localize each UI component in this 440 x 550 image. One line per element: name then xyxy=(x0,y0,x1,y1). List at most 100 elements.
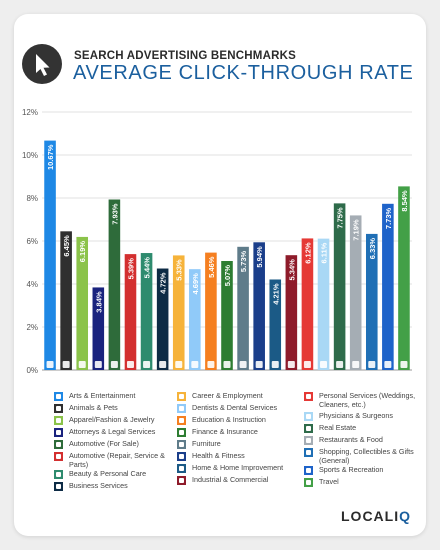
bar xyxy=(172,255,185,370)
physician-icon xyxy=(320,361,328,368)
legend-label: Shopping, Collectibles & Gifts (General) xyxy=(319,447,414,465)
bar-chart: 0% 2% 4% 6% 8% 10% 12% 10.67% 6.45% 6.19% 3.84% 7.9… xyxy=(14,100,426,390)
briefcase-icon xyxy=(159,361,167,368)
legend-icon-glyph xyxy=(179,430,184,435)
bar-value-label: 4.69% xyxy=(191,273,200,295)
legend-item: Restaurants & Food xyxy=(304,435,424,445)
bar xyxy=(301,238,314,370)
gavel-icon xyxy=(54,428,63,437)
home-icon xyxy=(271,361,279,368)
legend-icon-glyph xyxy=(306,414,311,419)
bar-value-label: 4.21% xyxy=(271,283,280,305)
arts-icon xyxy=(46,361,54,368)
legend-label: Industrial & Commercial xyxy=(192,475,269,484)
legend-item: Education & Instruction xyxy=(177,415,295,425)
graduation-icon xyxy=(207,361,215,368)
legend-icon-glyph xyxy=(306,426,311,431)
bar-value-label: 6.12% xyxy=(303,242,312,264)
legend-icon-glyph xyxy=(56,394,61,399)
localiq-logo: LOCALIQ xyxy=(341,508,411,524)
factory-icon xyxy=(177,476,186,485)
bar xyxy=(333,203,346,370)
legend-icon-glyph xyxy=(306,394,311,399)
bar xyxy=(349,215,362,370)
chart-subtitle: SEARCH ADVERTISING BENCHMARKS xyxy=(74,50,296,62)
legend-item: Home & Home Improvement xyxy=(177,463,295,473)
legend-label: Automotive (For Sale) xyxy=(69,439,139,448)
lipstick-icon xyxy=(143,361,151,368)
legend-item: Animals & Pets xyxy=(54,403,172,413)
arts-icon xyxy=(54,392,63,401)
bar xyxy=(237,246,249,370)
legend-icon-glyph xyxy=(56,430,61,435)
legend-item: Beauty & Personal Care xyxy=(54,469,172,479)
bar xyxy=(269,279,282,370)
bar xyxy=(108,199,121,370)
legend-label: Physicians & Surgeons xyxy=(319,411,393,420)
shopping-icon xyxy=(368,361,376,368)
y-tick-label: 12% xyxy=(22,108,38,117)
bar xyxy=(382,203,394,370)
paw-icon xyxy=(62,361,70,368)
bar xyxy=(205,252,217,370)
bar-value-label: 4.72% xyxy=(159,272,168,294)
bar xyxy=(253,242,265,370)
legend-label: Home & Home Improvement xyxy=(192,463,284,472)
legend-icon-glyph xyxy=(179,406,184,411)
bar-value-label: 6.45% xyxy=(62,235,71,257)
legend-item: Industrial & Commercial xyxy=(177,475,295,485)
y-tick-label: 0% xyxy=(26,366,38,375)
legend-label: Apparel/Fashion & Jewelry xyxy=(69,415,155,424)
finance-icon xyxy=(177,428,186,437)
legend-icon-glyph xyxy=(56,442,61,447)
legend-item: Physicians & Surgeons xyxy=(304,411,424,421)
bar-value-label: 5.33% xyxy=(175,259,184,281)
bar-value-label: 7.19% xyxy=(352,219,361,241)
legend-label: Furniture xyxy=(192,439,221,448)
heart-icon xyxy=(177,452,186,461)
finance-icon xyxy=(223,361,231,368)
y-tick-label: 2% xyxy=(26,323,38,332)
legend-label: Education & Instruction xyxy=(192,415,266,424)
legend-label: Automotive (Repair, Service & Parts) xyxy=(69,451,165,469)
y-tick-label: 6% xyxy=(26,237,38,246)
legend-item: Finance & Insurance xyxy=(177,427,295,437)
paw-icon xyxy=(54,404,63,413)
briefcase-icon xyxy=(54,482,63,491)
legend-label: Restaurants & Food xyxy=(319,435,383,444)
legend-item: Real Estate xyxy=(304,423,424,433)
legend-label: Business Services xyxy=(69,481,128,490)
home-icon xyxy=(177,464,186,473)
legend-label: Arts & Entertainment xyxy=(69,391,136,400)
real-estate-icon xyxy=(336,361,344,368)
legend-item: Career & Employment xyxy=(177,391,295,401)
bar-value-label: 5.39% xyxy=(126,258,135,280)
gavel-icon xyxy=(94,361,102,368)
factory-icon xyxy=(287,361,295,368)
bar xyxy=(44,140,56,370)
legend-label: Beauty & Personal Care xyxy=(69,469,147,478)
bar-value-label: 7.73% xyxy=(384,207,393,229)
bar xyxy=(317,238,330,370)
real-estate-icon xyxy=(304,424,313,433)
chart-title: AVERAGE CLICK-THROUGH RATE xyxy=(73,62,414,84)
sports-icon xyxy=(304,466,313,475)
legend-icon-glyph xyxy=(306,438,311,443)
bar xyxy=(92,287,105,370)
wrench-icon xyxy=(126,361,134,368)
car-icon xyxy=(110,361,118,368)
logo-accent: Q xyxy=(399,508,411,524)
y-tick-label: 4% xyxy=(26,280,38,289)
y-tick-label: 8% xyxy=(26,194,38,203)
graduation-icon xyxy=(177,416,186,425)
legend-label: Personal Services (Weddings, Cleaners, e… xyxy=(319,391,416,409)
legend-item: Shopping, Collectibles & Gifts (General) xyxy=(304,447,424,465)
bar xyxy=(156,268,169,370)
legend-label: Career & Employment xyxy=(192,391,263,400)
wrench-icon xyxy=(54,452,63,461)
legend-label: Real Estate xyxy=(319,423,357,432)
legend-item: Automotive (Repair, Service & Parts) xyxy=(54,451,172,469)
legend-icon-glyph xyxy=(306,480,311,485)
legend-icon-glyph xyxy=(179,478,184,483)
legend-label: Attorneys & Legal Services xyxy=(69,427,156,436)
